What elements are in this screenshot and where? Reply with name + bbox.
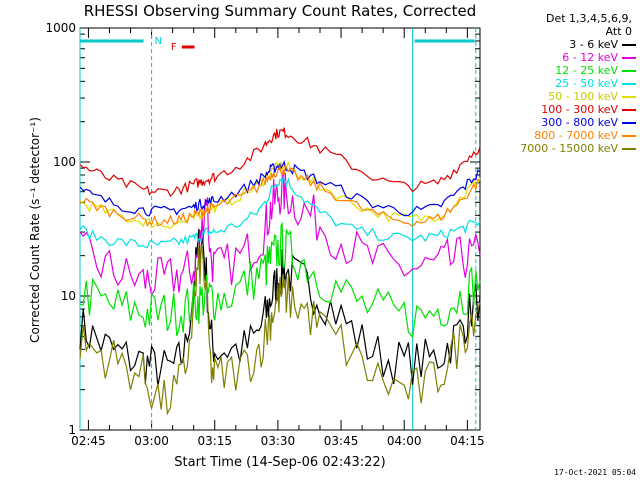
legend-swatch [622, 82, 636, 85]
legend-entry: 7000 - 15000 keV [480, 142, 636, 155]
series-line-6 [79, 160, 481, 217]
legend-label: 3 - 6 keV [569, 38, 618, 51]
legend-swatch [622, 95, 636, 98]
y-tick-label: 1000 [45, 21, 76, 35]
legend-entry: 3 - 6 keV [480, 38, 636, 51]
legend: Det 1,3,4,5,6,9, Att 0 3 - 6 keV 6 - 12 k… [480, 12, 636, 155]
series-line-1 [79, 169, 481, 297]
chart-title: RHESSI Observing Summary Count Rates, Co… [84, 2, 477, 20]
legend-entry: 25 - 50 keV [480, 77, 636, 90]
legend-swatch [622, 69, 636, 72]
series-line-7 [79, 164, 481, 228]
y-tick-label: 1 [68, 423, 76, 437]
series-line-0 [79, 228, 481, 386]
x-tick-label: 04:00 [387, 434, 422, 448]
series-line-8 [79, 243, 481, 416]
x-tick-label: 03:15 [197, 434, 232, 448]
legend-label: 100 - 300 keV [541, 103, 618, 116]
legend-label: 25 - 50 keV [555, 77, 618, 90]
legend-swatch [622, 121, 636, 124]
x-axis-label: Start Time (14-Sep-06 02:43:22) [174, 455, 385, 470]
legend-label: 6 - 12 keV [562, 51, 618, 64]
legend-label: 300 - 800 keV [541, 116, 618, 129]
x-tick-label: 03:30 [261, 434, 296, 448]
legend-entry: 50 - 100 keV [480, 90, 636, 103]
annotation-markers: NF [80, 36, 475, 53]
night-label: N [155, 36, 162, 47]
legend-swatch [622, 134, 636, 137]
series-line-4 [79, 160, 481, 230]
x-tick-label: 03:45 [324, 434, 359, 448]
legend-label: 800 - 7000 keV [534, 129, 618, 142]
legend-entry: 800 - 7000 keV [480, 129, 636, 142]
x-tick-label: 03:00 [134, 434, 169, 448]
legend-label: 7000 - 15000 keV [520, 142, 618, 155]
axis-ticks: 1 10 100 1000 02:45 03:00 03:15 03:30 03:45 04:00… [45, 21, 484, 448]
legend-swatch [622, 108, 636, 111]
flare-label: F [171, 42, 177, 53]
series-line-5 [79, 127, 481, 198]
x-tick-label: 02:45 [71, 434, 106, 448]
legend-entry: 300 - 800 keV [480, 116, 636, 129]
legend-header-line-1: Det 1,3,4,5,6,9, [545, 12, 632, 25]
legend-label: 50 - 100 keV [548, 90, 618, 103]
legend-swatch [622, 43, 636, 46]
series-lines [79, 127, 481, 416]
legend-header-line-2: Att 0 [605, 25, 632, 38]
y-axis-label: Corrected Count Rate (s⁻¹ detector⁻¹) [28, 117, 42, 343]
series-line-3 [79, 174, 481, 249]
legend-label: 12 - 25 keV [555, 64, 618, 77]
x-tick-label: 04:15 [450, 434, 485, 448]
y-tick-label: 100 [53, 155, 76, 169]
series-line-2 [79, 221, 481, 339]
legend-swatch [622, 147, 636, 150]
legend-entry: 100 - 300 keV [480, 103, 636, 116]
legend-swatch [622, 56, 636, 59]
timestamp: 17-Oct-2021 05:04 [554, 468, 636, 477]
legend-entry: 12 - 25 keV [480, 64, 636, 77]
y-tick-label: 10 [61, 289, 76, 303]
legend-entry: 6 - 12 keV [480, 51, 636, 64]
